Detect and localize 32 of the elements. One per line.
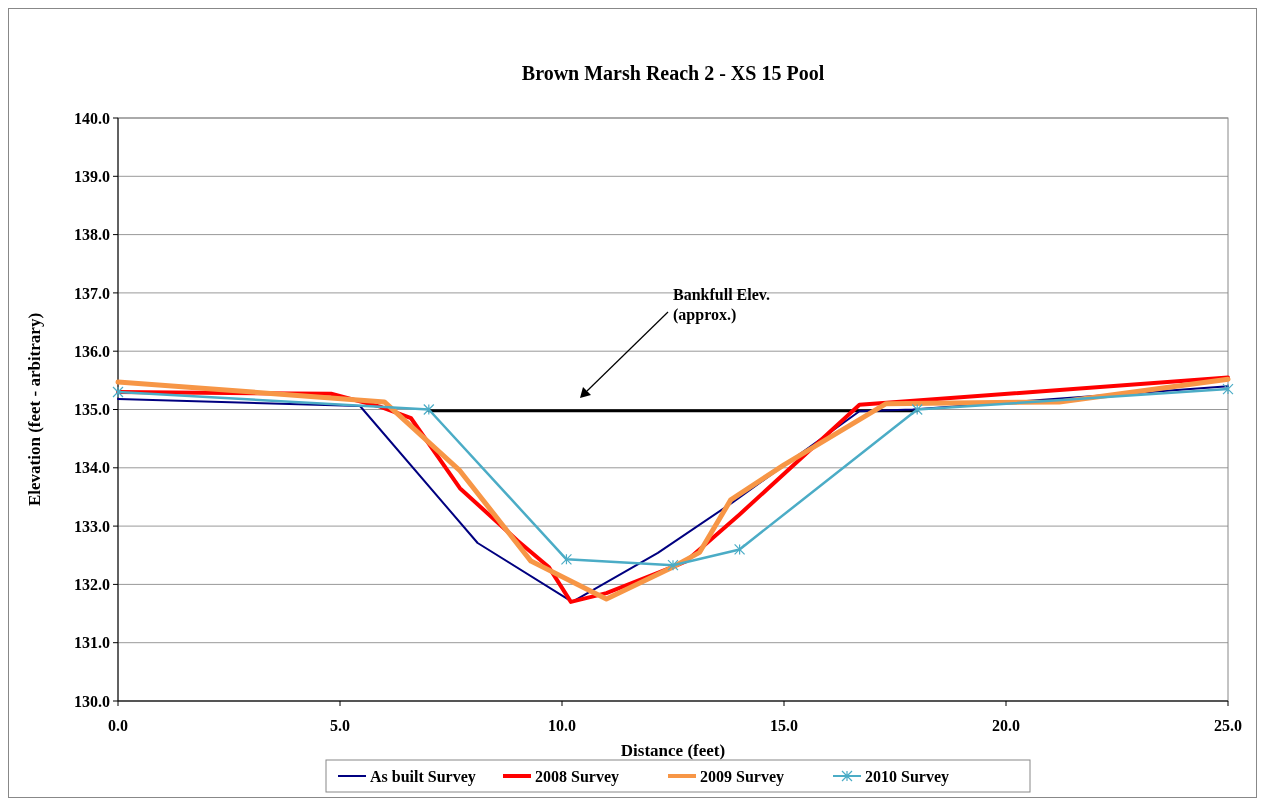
y-tick-label: 137.0 — [74, 284, 110, 302]
point — [1222, 383, 1234, 395]
y-tick-label: 133.0 — [74, 517, 110, 535]
x-tick-label: 25.0 — [1214, 717, 1242, 734]
x-tick-label: 15.0 — [770, 717, 798, 734]
point — [112, 386, 124, 398]
point — [734, 543, 746, 556]
x-tick-label: 5.0 — [330, 717, 350, 734]
y-tick-label: 138.0 — [74, 226, 110, 244]
point — [911, 403, 923, 416]
point — [423, 403, 435, 416]
y-tick-label: 135.0 — [74, 401, 110, 419]
legend-label: 2009 Survey — [700, 768, 784, 786]
y-axis-title: Elevation (feet - arbitrary) — [25, 312, 44, 507]
annotation: Bankfull Elev. (approx.) — [673, 286, 770, 324]
y-tick-label: 136.0 — [74, 342, 110, 360]
x-tick-label: 10.0 — [548, 717, 576, 734]
x-tick-label: 20.0 — [992, 717, 1020, 734]
legend-label: As built Survey — [370, 768, 476, 786]
y-tick-label: 131.0 — [74, 634, 110, 652]
y-tick-label: 130.0 — [74, 692, 110, 710]
y-tick-label: 140.0 — [74, 109, 110, 127]
y-tick-label: 132.0 — [74, 576, 110, 593]
point — [667, 559, 679, 571]
chart-title: Brown Marsh Reach 2 - XS 15 Pool — [521, 62, 825, 84]
y-tick-label: 134.0 — [74, 459, 110, 477]
y-tick-label: 139.0 — [74, 167, 110, 185]
legend-label: 2010 Survey — [865, 768, 949, 786]
point — [560, 553, 573, 565]
x-axis-title: Distance (feet) — [620, 741, 726, 760]
x-tick-label: 0.0 — [108, 717, 128, 734]
legend-label: 2008 Survey — [535, 768, 619, 786]
